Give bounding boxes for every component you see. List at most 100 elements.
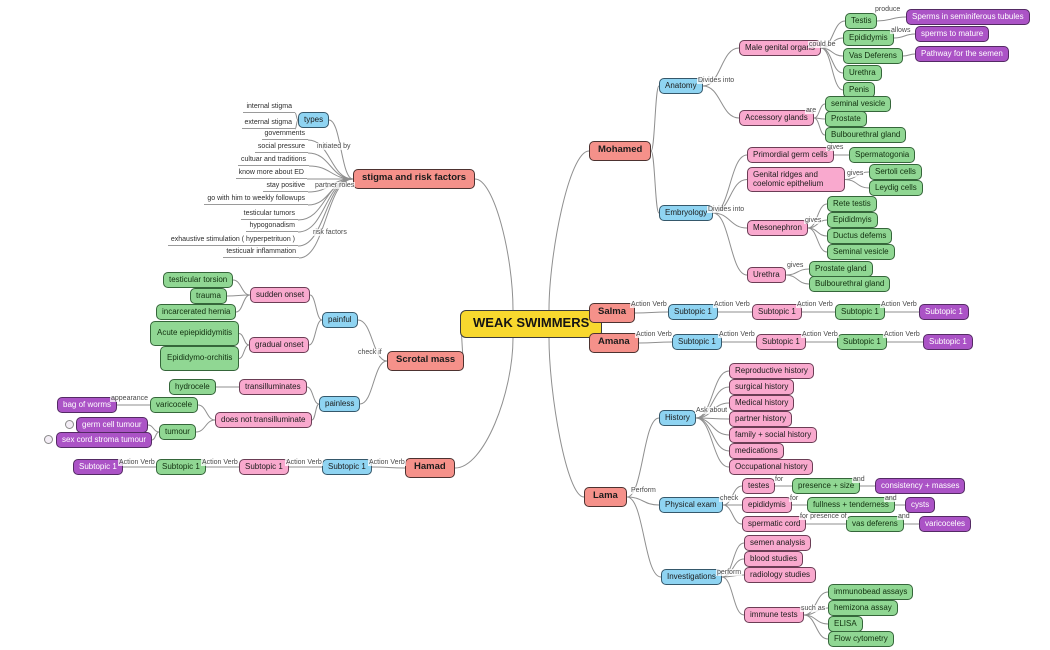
- mindmap-node-hypogonadism[interactable]: hypogonadism: [246, 222, 298, 233]
- mindmap-node-epididymis_pe[interactable]: epididymis: [742, 497, 792, 514]
- mindmap-node-epididymis_a[interactable]: Epididymis: [843, 30, 894, 47]
- mindmap-node-prostate_gland[interactable]: Prostate gland: [809, 261, 873, 278]
- mindmap-node-painful[interactable]: painful: [322, 312, 358, 329]
- mindmap-node-mohamed[interactable]: Mohamed: [589, 141, 652, 161]
- mindmap-node-rete[interactable]: Rete testis: [827, 196, 877, 213]
- mindmap-node-blood[interactable]: blood studies: [744, 551, 804, 568]
- mindmap-node-physical_exam[interactable]: Physical exam: [659, 497, 723, 514]
- mindmap-node-history[interactable]: History: [659, 410, 696, 427]
- mindmap-node-presence[interactable]: presence + size: [792, 478, 861, 495]
- mindmap-node-surgical[interactable]: surgical history: [729, 379, 795, 396]
- mindmap-node-medications[interactable]: medications: [729, 443, 784, 460]
- mindmap-node-varicoceles[interactable]: varicoceles: [919, 516, 972, 533]
- mindmap-node-salma_s3[interactable]: Subtopic 1: [835, 304, 885, 321]
- mindmap-node-tumour[interactable]: tumour: [159, 424, 196, 441]
- mindmap-node-radiology[interactable]: radiology studies: [744, 567, 817, 584]
- mindmap-node-germ_cell[interactable]: germ cell tumour: [76, 417, 148, 434]
- mindmap-node-sperms_mat[interactable]: sperms to mature: [915, 26, 990, 43]
- mindmap-node-social[interactable]: social pressure: [254, 143, 308, 154]
- mindmap-node-hamad_s3[interactable]: Subtopic 1: [239, 459, 289, 476]
- mindmap-node-gradual[interactable]: gradual onset: [249, 337, 310, 354]
- mindmap-node-salma_s1[interactable]: Subtopic 1: [668, 304, 718, 321]
- mindmap-node-semen[interactable]: semen analysis: [744, 535, 812, 552]
- mindmap-node-internal[interactable]: internal stigma: [243, 103, 295, 114]
- mindmap-node-painless[interactable]: painless: [319, 396, 361, 413]
- mindmap-node-tumors[interactable]: testicular tumors: [240, 210, 298, 221]
- mindmap-node-hamad_s1[interactable]: Subtopic 1: [73, 459, 123, 476]
- mindmap-node-hydrocele[interactable]: hydrocele: [169, 379, 216, 396]
- mindmap-node-trauma[interactable]: trauma: [190, 288, 227, 305]
- mindmap-node-spermatic[interactable]: spermatic cord: [742, 516, 807, 533]
- mindmap-node-family[interactable]: family + social history: [729, 427, 818, 444]
- mindmap-node-male_genital[interactable]: Male genital organs: [739, 40, 821, 57]
- mindmap-node-testes[interactable]: testes: [742, 478, 776, 495]
- mindmap-node-salma_s4[interactable]: Subtopic 1: [919, 304, 969, 321]
- mindmap-node-urethra_a[interactable]: Urethra: [843, 65, 882, 82]
- mindmap-node-epididmyis[interactable]: Epididmyis: [827, 212, 878, 229]
- mindmap-node-external[interactable]: external stigma: [241, 119, 295, 130]
- mindmap-node-investigations[interactable]: Investigations: [661, 569, 722, 586]
- mindmap-node-medical[interactable]: Medical history: [729, 395, 795, 412]
- mindmap-node-consistency[interactable]: consistency + masses: [875, 478, 966, 495]
- mindmap-node-types[interactable]: types: [298, 112, 330, 129]
- mindmap-node-sperms_tub[interactable]: Sperms in seminiferous tubules: [906, 9, 1030, 26]
- mindmap-node-amana[interactable]: Amana: [589, 333, 639, 353]
- mindmap-node-stigma[interactable]: stigma and risk factors: [353, 169, 476, 189]
- mindmap-node-embryology[interactable]: Embryology: [659, 205, 714, 222]
- mindmap-node-acute_epi[interactable]: Acute epiepididymitis: [150, 321, 240, 347]
- mindmap-node-vas_deferens[interactable]: Vas Deferens: [843, 48, 903, 65]
- mindmap-node-testis[interactable]: Testis: [845, 13, 878, 30]
- central-topic-node[interactable]: WEAK SWIMMERS: [460, 310, 603, 338]
- mindmap-node-mesonephron[interactable]: Mesonephron: [747, 220, 808, 237]
- mindmap-node-lama[interactable]: Lama: [584, 487, 627, 507]
- mindmap-node-seminal_v2[interactable]: Seminal vesicle: [827, 244, 895, 261]
- mindmap-node-amana_s2[interactable]: Subtopic 1: [756, 334, 806, 351]
- mindmap-node-exhaustive[interactable]: exhaustive stimulation ( hyperpetrituon …: [167, 236, 298, 247]
- mindmap-node-hernia[interactable]: incarcerated hernia: [156, 304, 237, 321]
- mindmap-node-transilluminates[interactable]: transilluminates: [239, 379, 307, 396]
- mindmap-node-flow[interactable]: Flow cytometry: [828, 631, 894, 648]
- mindmap-node-know_more[interactable]: know more about ED: [235, 169, 307, 180]
- mindmap-node-repro[interactable]: Reproductive history: [729, 363, 814, 380]
- mindmap-node-governments[interactable]: governments: [261, 130, 308, 141]
- collapsed-branch-icon[interactable]: [65, 420, 74, 429]
- mindmap-node-stay_pos[interactable]: stay positive: [263, 182, 308, 193]
- mindmap-node-accessory[interactable]: Accessory glands: [739, 110, 814, 127]
- mindmap-node-scrotal[interactable]: Scrotal mass: [387, 351, 465, 371]
- mindmap-node-immune[interactable]: immune tests: [744, 607, 804, 624]
- collapsed-branch-icon[interactable]: [44, 435, 53, 444]
- mindmap-node-cysts[interactable]: cysts: [905, 497, 936, 514]
- mindmap-node-cultuar[interactable]: cultuar and traditions: [238, 156, 309, 167]
- mindmap-node-primordial[interactable]: Primordial germ cells: [747, 147, 834, 164]
- mindmap-node-genital_ridges[interactable]: Genital ridges and coelomic epithelium: [747, 167, 845, 193]
- mindmap-node-hamad[interactable]: Hamad: [405, 458, 455, 478]
- mindmap-node-sex_cord[interactable]: sex cord stroma tumour: [56, 432, 153, 449]
- mindmap-node-epi_orchitis[interactable]: Epididymo-orchitis: [160, 346, 240, 372]
- mindmap-node-urethra_e[interactable]: Urethra: [747, 267, 786, 284]
- mindmap-node-sertoli[interactable]: Sertoli cells: [869, 164, 922, 181]
- mindmap-node-bulbourethral2[interactable]: Bulbourethral gland: [809, 276, 891, 293]
- mindmap-node-prostate[interactable]: Prostate: [825, 111, 867, 128]
- mindmap-node-spermatogonia[interactable]: Spermatogonia: [849, 147, 916, 164]
- mindmap-node-amana_s4[interactable]: Subtopic 1: [923, 334, 973, 351]
- mindmap-node-ductus[interactable]: Ductus defems: [827, 228, 893, 245]
- mindmap-node-amana_s3[interactable]: Subtopic 1: [837, 334, 887, 351]
- mindmap-node-torsion[interactable]: testicular torsion: [163, 272, 234, 289]
- mindmap-node-occupational[interactable]: Occupational history: [729, 459, 814, 476]
- mindmap-node-vas_deferens2[interactable]: vas deferens: [846, 516, 904, 533]
- mindmap-node-varicocele[interactable]: varicocele: [150, 397, 199, 414]
- mindmap-node-anatomy[interactable]: Anatomy: [659, 78, 703, 95]
- mindmap-node-salma_s2[interactable]: Subtopic 1: [752, 304, 802, 321]
- mindmap-node-followups[interactable]: go with him to weekly followups: [204, 195, 308, 206]
- mindmap-node-partner_h[interactable]: partner history: [729, 411, 793, 428]
- mindmap-node-hemizona[interactable]: hemizona assay: [828, 600, 898, 617]
- mindmap-node-leydig[interactable]: Leydig cells: [869, 180, 923, 197]
- mindmap-node-inflammation[interactable]: testicualr inflammation: [223, 248, 299, 259]
- mindmap-node-hamad_s2[interactable]: Subtopic 1: [156, 459, 206, 476]
- mindmap-node-fullness[interactable]: fullness + tenderness: [807, 497, 895, 514]
- mindmap-node-bulbourethral[interactable]: Bulbourethral gland: [825, 127, 907, 144]
- mindmap-node-bag[interactable]: bag of worms: [57, 397, 118, 414]
- mindmap-node-amana_s1[interactable]: Subtopic 1: [672, 334, 722, 351]
- mindmap-node-does_not[interactable]: does not transilluminate: [215, 412, 312, 429]
- mindmap-node-sudden[interactable]: sudden onset: [250, 287, 311, 304]
